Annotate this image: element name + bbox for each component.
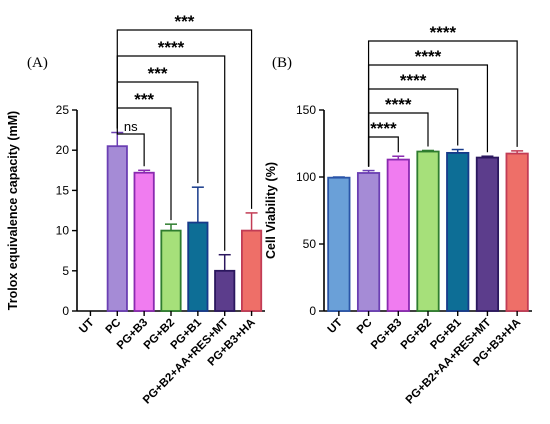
significance-label: *** bbox=[174, 12, 194, 31]
significance-label: **** bbox=[430, 23, 457, 42]
bar bbox=[160, 229, 182, 312]
panel-label: (B) bbox=[272, 55, 292, 71]
significance-label: **** bbox=[158, 38, 185, 57]
significance-bracket bbox=[367, 40, 518, 167]
x-tick-label: PC bbox=[104, 317, 124, 337]
x-tick-label: PG+B2 bbox=[399, 317, 434, 352]
significance-label: ns bbox=[124, 119, 138, 134]
bar bbox=[505, 152, 529, 312]
significance-bracket bbox=[116, 128, 145, 167]
bar bbox=[214, 269, 236, 312]
bar bbox=[187, 221, 209, 312]
bar bbox=[356, 172, 381, 312]
x-tick-label: PC bbox=[355, 317, 375, 337]
y-tick-label: 0 bbox=[309, 304, 316, 318]
significance-label: **** bbox=[400, 71, 427, 90]
chart-panel-b: (B) 0 50 100 150 Cell Viability (%) UT PCPG+B3P… bbox=[264, 23, 532, 406]
bar bbox=[241, 229, 263, 312]
chart-panel-a: (A) 0 5 10 15 20 25 Trolox equivalence capacity… bbox=[6, 12, 265, 406]
significance-bracket bbox=[116, 29, 253, 209]
significance-label: **** bbox=[385, 95, 412, 114]
significance-label: **** bbox=[370, 119, 397, 138]
bar bbox=[327, 176, 351, 312]
y-tick-label: 100 bbox=[296, 170, 316, 184]
bar bbox=[106, 145, 128, 312]
significance-label: *** bbox=[148, 64, 168, 83]
x-tick-label: UT bbox=[326, 317, 345, 336]
x-tick-label: UT bbox=[77, 317, 96, 336]
y-tick-label: 15 bbox=[56, 183, 70, 197]
y-tick-label: 0 bbox=[62, 304, 69, 318]
bar bbox=[446, 151, 470, 312]
y-tick-label: 50 bbox=[303, 237, 317, 251]
significance-label: *** bbox=[134, 90, 154, 109]
panel-label: (A) bbox=[27, 55, 48, 71]
bar bbox=[386, 158, 410, 312]
y-tick-label: 5 bbox=[62, 264, 69, 278]
x-tick-label: PG+B3 bbox=[369, 317, 404, 352]
y-axis-title: Cell Viability (%) bbox=[264, 162, 278, 259]
significance-label: **** bbox=[415, 47, 442, 66]
bar bbox=[416, 150, 440, 312]
y-tick-label: 10 bbox=[56, 224, 70, 238]
bar bbox=[133, 171, 155, 312]
y-tick-label: 150 bbox=[296, 103, 316, 117]
y-tick-label: 25 bbox=[56, 103, 70, 117]
y-tick-label: 20 bbox=[56, 143, 70, 157]
y-axis-title: Trolox equivalence capacity (mM) bbox=[6, 111, 20, 310]
bar bbox=[475, 156, 500, 312]
